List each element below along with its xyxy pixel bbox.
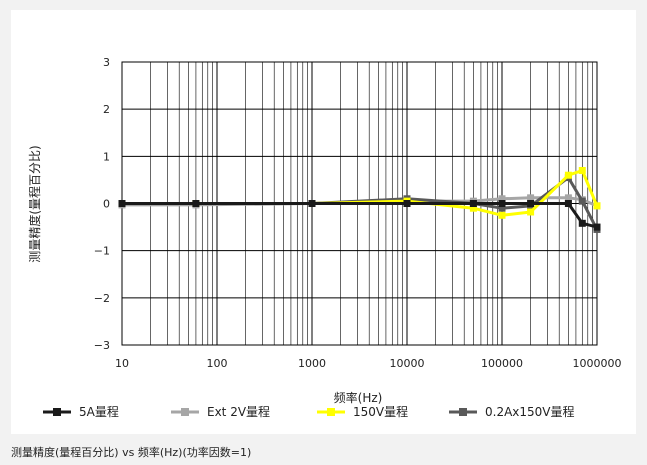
series-layer: [118, 166, 601, 233]
series-2: [118, 166, 601, 219]
data-point: [527, 200, 535, 207]
data-point: [498, 195, 506, 203]
series-line: [122, 169, 599, 217]
data-point: [498, 211, 506, 219]
x-tick-label: 100: [207, 357, 228, 370]
legend-swatch-marker: [327, 408, 335, 416]
data-point: [527, 194, 535, 202]
data-point: [578, 219, 586, 227]
x-tick-label: 1000000: [573, 357, 622, 370]
legend-item: 5A量程: [43, 404, 119, 419]
series-0: [118, 200, 601, 231]
legend-swatch-marker: [459, 408, 467, 416]
data-point: [118, 200, 126, 207]
data-point: [593, 202, 601, 210]
y-tick-labels: −3 −2 −1 0 1 2 3: [94, 56, 110, 352]
data-point: [593, 223, 601, 231]
x-tick-label: 10000: [390, 357, 425, 370]
data-point: [498, 204, 506, 212]
data-point: [578, 166, 586, 174]
x-tick-label: 100000: [481, 357, 523, 370]
data-point: [469, 200, 477, 207]
x-axis-title: 频率(Hz): [334, 390, 383, 405]
chart-caption: 测量精度(量程百分比) vs 频率(Hz)(功率因数=1): [11, 446, 252, 459]
y-axis-title: 测量精度(量程百分比): [27, 145, 42, 262]
data-point: [192, 200, 200, 207]
data-point: [498, 200, 506, 207]
data-point: [564, 171, 572, 179]
legend: 5A量程 Ext 2V量程 150V量程 0.2Ax150V量程: [43, 404, 575, 419]
legend-swatch-marker: [53, 408, 61, 416]
legend-item: 0.2Ax150V量程: [449, 404, 575, 419]
chart-panel: 10 100 1000 10000 100000 1000000 −3 −2 −1 0 1 2 3 频…: [11, 10, 636, 434]
x-tick-label: 10: [115, 357, 129, 370]
data-point: [308, 200, 316, 207]
chart-svg: 10 100 1000 10000 100000 1000000 −3 −2 −1 0 1 2 3 频…: [27, 56, 622, 419]
legend-item: Ext 2V量程: [171, 404, 270, 419]
legend-label: Ext 2V量程: [207, 404, 270, 419]
data-point: [564, 200, 572, 207]
data-point: [578, 197, 586, 205]
data-point: [564, 194, 572, 202]
series-line: [122, 202, 598, 229]
legend-label: 0.2Ax150V量程: [485, 404, 575, 419]
y-tick-label: −3: [94, 339, 110, 352]
y-tick-label: 1: [103, 150, 110, 163]
data-point: [469, 204, 477, 212]
y-tick-label: 0: [103, 198, 110, 211]
legend-label: 5A量程: [79, 404, 119, 419]
legend-label: 150V量程: [353, 404, 408, 419]
x-tick-labels: 10 100 1000 10000 100000 1000000: [115, 357, 622, 370]
data-point: [403, 200, 411, 207]
y-tick-label: −1: [94, 245, 110, 258]
y-tick-label: 2: [103, 103, 110, 116]
legend-swatch-marker: [181, 408, 189, 416]
x-tick-label: 1000: [298, 357, 326, 370]
legend-item: 150V量程: [317, 404, 408, 419]
data-point: [527, 208, 535, 216]
y-tick-label: 3: [103, 56, 110, 69]
y-tick-label: −2: [94, 292, 110, 305]
